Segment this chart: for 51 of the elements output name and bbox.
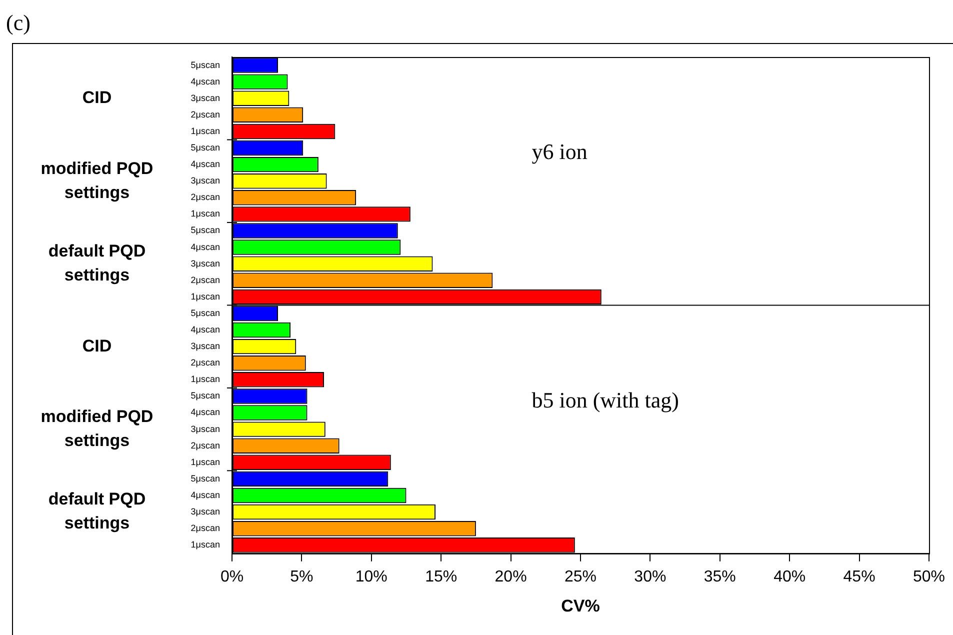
y-tick-label: 2μscan [190,358,220,368]
y-tick-label: 4μscan [190,159,220,170]
x-tick-label: 10% [355,568,388,586]
y-tick-label: 3μscan [190,506,220,517]
y-tick-label: 3μscan [190,424,220,434]
text: modified PQD settings [40,158,154,202]
x-tick-label: 35% [704,568,736,586]
x-tick-label: 30% [634,568,666,586]
y-tick-label: 4μscan [190,490,220,500]
y-tick-label: 1μscan [190,208,220,219]
y-tick-label: 1μscan [190,126,220,136]
x-tick-label: 5% [290,568,314,586]
x-tick-label: 20% [494,568,527,586]
y-tick-label: 3μscan [190,92,220,103]
annotation: b5 ion (with tag) [532,387,679,412]
y-tick-label: 4μscan [190,76,220,86]
x-tick-label: 15% [425,568,458,586]
y-tick-label: 2μscan [190,523,220,534]
x-tick-label: 0% [220,568,244,586]
x-axis-title: CV% [561,596,600,616]
x-tick-label: 50% [912,568,946,586]
y-tick-label: 2μscan [190,440,220,450]
y-tick-label: 3μscan [190,176,220,186]
text: CID [82,336,112,356]
text: (c) [6,10,30,36]
y-tick-label: 5μscan [190,60,220,70]
y-tick-label: 4μscan [190,407,220,418]
y-tick-label: 5μscan [190,225,220,236]
y-tick-label: 3μscan [190,341,220,352]
y-tick-label: 5μscan [190,142,220,152]
text: default PQD settings [48,242,146,285]
y-tick-label: 2μscan [190,109,220,120]
y-tick-label: 1μscan [190,291,220,302]
y-tick-label: 5μscan [190,473,220,484]
y-tick-label: 1μscan [190,456,220,467]
y-tick-label: 2μscan [190,192,220,202]
y-tick-label: 2μscan [190,274,220,285]
y-tick-label: 5μscan [190,308,220,318]
y-tick-label: 5μscan [190,390,220,401]
x-tick-label: 40% [774,568,806,586]
y-tick-label: 4μscan [190,324,220,335]
annotation: y6 ion [532,139,588,164]
y-tick-label: 3μscan [190,258,220,268]
text: CID [82,88,112,108]
y-tick-label: 4μscan [190,242,220,252]
x-tick-label: 25% [564,568,597,586]
text: default PQD settings [48,490,146,533]
text: modified PQD settings [40,406,154,450]
x-tick-label: 45% [843,568,876,586]
y-tick-label: 1μscan [190,374,220,384]
y-tick-label: 1μscan [190,540,220,550]
